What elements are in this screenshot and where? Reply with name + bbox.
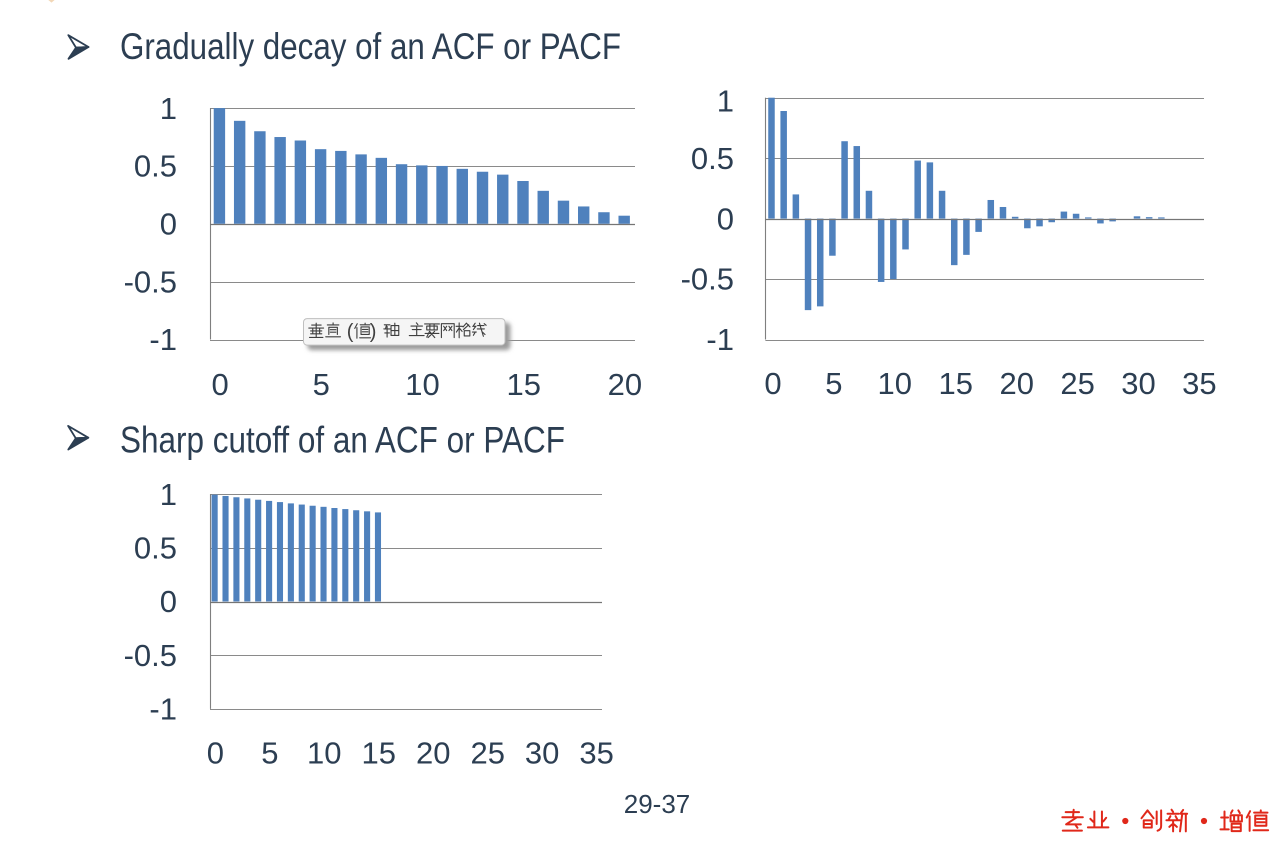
svg-text:25: 25 <box>470 736 504 771</box>
svg-text:0: 0 <box>160 584 177 619</box>
svg-text:35: 35 <box>1182 366 1216 401</box>
svg-text:0: 0 <box>764 366 781 401</box>
svg-text:-1: -1 <box>149 322 177 357</box>
svg-text:-0.5: -0.5 <box>124 264 177 299</box>
svg-text:-0.5: -0.5 <box>124 638 177 673</box>
svg-text:Sharp cutoff of an ACF or PACF: Sharp cutoff of an ACF or PACF <box>120 420 565 461</box>
svg-text:0: 0 <box>211 367 228 402</box>
svg-text:0.5: 0.5 <box>691 141 734 176</box>
svg-text:0: 0 <box>717 201 734 236</box>
svg-text:1: 1 <box>160 91 177 126</box>
svg-text:5: 5 <box>261 736 278 771</box>
svg-text:15: 15 <box>362 736 396 771</box>
svg-text:0: 0 <box>160 207 177 242</box>
svg-text:-1: -1 <box>149 692 177 727</box>
svg-text:35: 35 <box>579 736 613 771</box>
svg-text:-0.5: -0.5 <box>681 262 734 297</box>
svg-text:1: 1 <box>160 477 177 512</box>
svg-text:5: 5 <box>313 367 330 402</box>
svg-text:1: 1 <box>717 83 734 118</box>
svg-text:10: 10 <box>405 367 439 402</box>
svg-text:20: 20 <box>608 367 642 402</box>
svg-text:20: 20 <box>999 366 1033 401</box>
svg-text:-1: -1 <box>706 322 734 357</box>
svg-text:0.5: 0.5 <box>134 149 177 184</box>
svg-text:0.5: 0.5 <box>134 531 177 566</box>
svg-text:0: 0 <box>207 736 224 771</box>
svg-text:29-37: 29-37 <box>624 789 691 819</box>
svg-text:): ) <box>370 321 377 343</box>
svg-text:25: 25 <box>1060 366 1094 401</box>
svg-text:30: 30 <box>1121 366 1155 401</box>
svg-text:5: 5 <box>825 366 842 401</box>
svg-text:30: 30 <box>525 736 559 771</box>
svg-text:20: 20 <box>416 736 450 771</box>
svg-text:Gradually decay of an ACF or P: Gradually decay of an ACF or PACF <box>120 26 621 67</box>
svg-text:15: 15 <box>506 367 540 402</box>
svg-text:10: 10 <box>307 736 341 771</box>
svg-text:(: ( <box>347 321 354 343</box>
svg-text:10: 10 <box>878 366 912 401</box>
svg-text:15: 15 <box>938 366 972 401</box>
